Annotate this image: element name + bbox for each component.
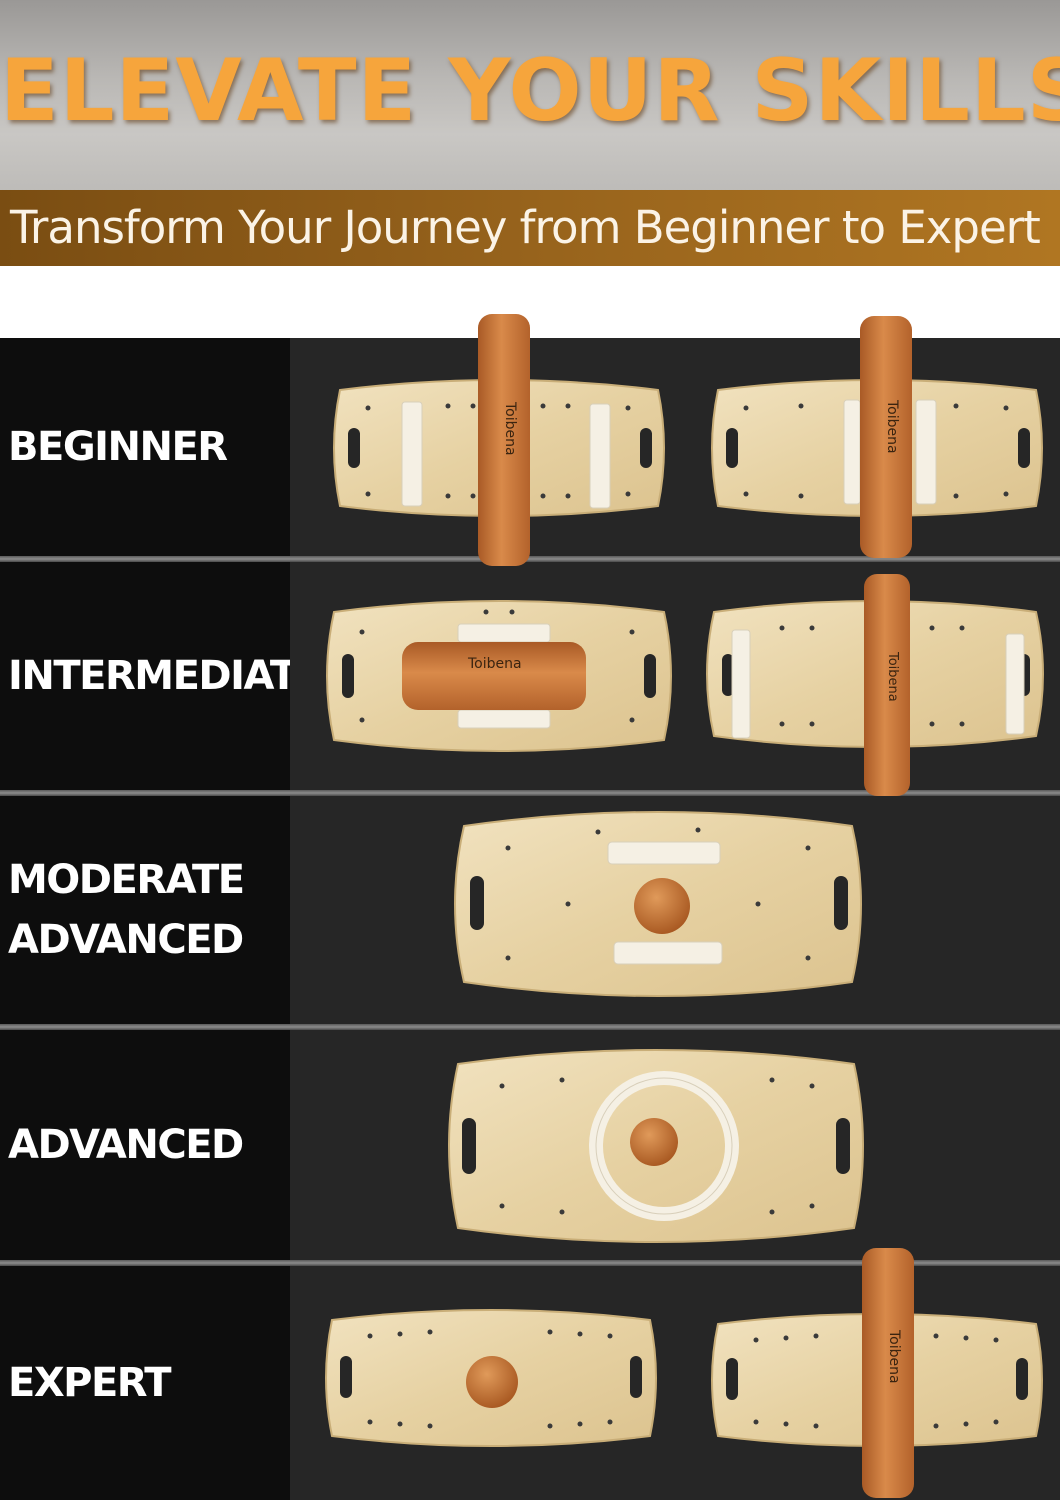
page-title: ELEVATE YOUR SKILLS	[0, 41, 1060, 141]
balance-board-image	[448, 1049, 864, 1243]
balance-board-image: Toibena	[326, 600, 672, 752]
brand-logo-text: Toibena	[886, 1329, 902, 1384]
row-divider	[0, 1260, 1060, 1266]
cork-roller-image: Toibena	[864, 574, 910, 796]
cork-roller-image: Toibena	[862, 1248, 914, 1498]
page-subtitle: Transform Your Journey from Beginner to …	[10, 201, 1041, 254]
row-divider	[0, 556, 1060, 562]
level-label-cell: BEGINNER	[0, 338, 290, 556]
balance-board-image	[454, 811, 862, 997]
hero-banner: ELEVATE YOUR SKILLS	[0, 0, 1060, 192]
level-label-cell: MODERATE ADVANCED	[0, 796, 290, 1024]
cork-roller-image: Toibena	[478, 314, 530, 566]
level-label-beginner: BEGINNER	[8, 424, 228, 470]
level-label-intermediate: INTERMEDIATE	[8, 653, 323, 699]
balance-board-image	[325, 1309, 657, 1447]
row-divider	[0, 1024, 1060, 1030]
brand-logo-text: Toibena	[502, 401, 518, 456]
brand-logo-text: Toibena	[885, 651, 900, 702]
brand-logo-text: Toibena	[467, 656, 522, 672]
level-label-cell: EXPERT	[0, 1266, 290, 1500]
row-divider	[0, 790, 1060, 796]
level-label-moderate-advanced: MODERATE ADVANCED	[8, 857, 245, 963]
level-label-advanced: ADVANCED	[8, 1122, 244, 1168]
level-label-expert: EXPERT	[8, 1360, 172, 1406]
subtitle-banner: Transform Your Journey from Beginner to …	[0, 190, 1060, 266]
brand-logo-text: Toibena	[884, 399, 900, 454]
level-label-cell: ADVANCED	[0, 1030, 290, 1260]
level-label-cell: INTERMEDIATE	[0, 562, 323, 790]
cork-roller-image: Toibena	[860, 316, 912, 558]
